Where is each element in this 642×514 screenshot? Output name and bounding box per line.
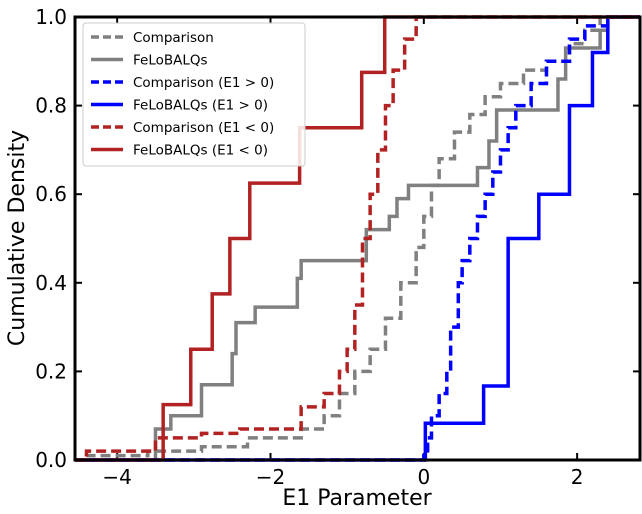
legend-label: Comparison (E1 < 0) — [133, 120, 274, 136]
y-tick-label: 0.4 — [35, 271, 67, 295]
x-tick-label: 0 — [417, 465, 430, 489]
y-tick-label: 0.6 — [35, 182, 67, 206]
y-tick-label: 0.0 — [35, 448, 67, 472]
y-tick-label: 0.2 — [35, 359, 67, 383]
step-line — [75, 15, 640, 462]
x-tick-label: −2 — [256, 465, 285, 489]
x-tick-label: 2 — [571, 465, 584, 489]
legend-box — [82, 22, 306, 167]
step-line — [75, 15, 640, 462]
legend-label: FeLoBALQs — [133, 53, 208, 69]
legend-label: Comparison (E1 > 0) — [133, 75, 274, 91]
legend-label: FeLoBALQs (E1 < 0) — [133, 143, 268, 159]
step-line — [75, 15, 640, 462]
y-tick-label: 0.8 — [35, 94, 67, 118]
x-tick-label: −4 — [102, 465, 131, 489]
y-axis-label: Cumulative Density — [5, 130, 30, 346]
step-line — [75, 15, 640, 462]
step-line — [75, 15, 640, 462]
step-line — [75, 15, 640, 462]
plot-frame — [73, 15, 642, 462]
x-axis-label: E1 Parameter — [282, 486, 432, 511]
legend-label: FeLoBALQs (E1 > 0) — [133, 98, 268, 114]
y-tick-label: 1.0 — [35, 5, 67, 29]
legend-label: Comparison — [133, 30, 214, 46]
